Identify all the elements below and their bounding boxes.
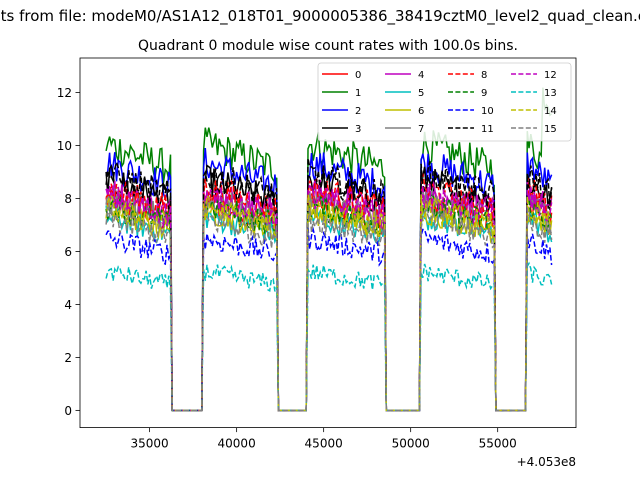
legend-label-3: 3 [355, 124, 361, 135]
x-tick-label: 50000 [392, 437, 430, 451]
legend-label-4: 4 [418, 70, 424, 81]
series-line-6 [105, 197, 553, 412]
y-tick-label: 8 [64, 192, 72, 206]
x-tick-label: 45000 [305, 437, 343, 451]
axes-frame [79, 57, 577, 429]
y-tick-label: 0 [64, 404, 72, 418]
plot-area [105, 87, 553, 412]
figure-suptitle: Plots from file: modeM0/AS1A12_018T01_90… [0, 7, 640, 26]
legend-label-7: 7 [418, 124, 424, 135]
legend-label-6: 6 [418, 106, 424, 117]
y-tick-label: 2 [64, 351, 72, 365]
y-axis: 0 2 4 6 8 10 12 [57, 86, 80, 418]
legend-label-12: 12 [544, 70, 557, 81]
series-line-15 [105, 206, 553, 412]
legend-label-5: 5 [418, 88, 424, 99]
legend-box [317, 62, 572, 142]
legend-label-15: 15 [544, 124, 557, 135]
legend-label-2: 2 [355, 106, 361, 117]
x-offset-label: +4.053e8 [517, 455, 576, 469]
y-tick-label: 10 [57, 139, 72, 153]
legend-label-8: 8 [481, 70, 487, 81]
legend-label-1: 1 [355, 88, 361, 99]
x-tick-label: 35000 [131, 437, 169, 451]
series-line-2 [105, 148, 553, 412]
legend-label-13: 13 [544, 88, 557, 99]
series-line-10 [105, 226, 553, 412]
legend-label-11: 11 [481, 124, 494, 135]
series-line-13 [105, 261, 553, 412]
x-tick-label: 40000 [218, 437, 256, 451]
legend-label-0: 0 [355, 70, 361, 81]
legend-label-9: 9 [481, 88, 487, 99]
y-tick-label: 6 [64, 245, 72, 259]
chart-title: Quadrant 0 module wise count rates with … [138, 38, 518, 54]
x-axis: 35000 40000 45000 50000 55000 [131, 427, 517, 451]
x-tick-label: 55000 [479, 437, 517, 451]
legend-label-14: 14 [544, 106, 557, 117]
y-tick-label: 4 [64, 298, 72, 312]
legend-label-10: 10 [481, 106, 494, 117]
series-line-5 [105, 203, 553, 412]
y-tick-label: 12 [57, 86, 72, 100]
